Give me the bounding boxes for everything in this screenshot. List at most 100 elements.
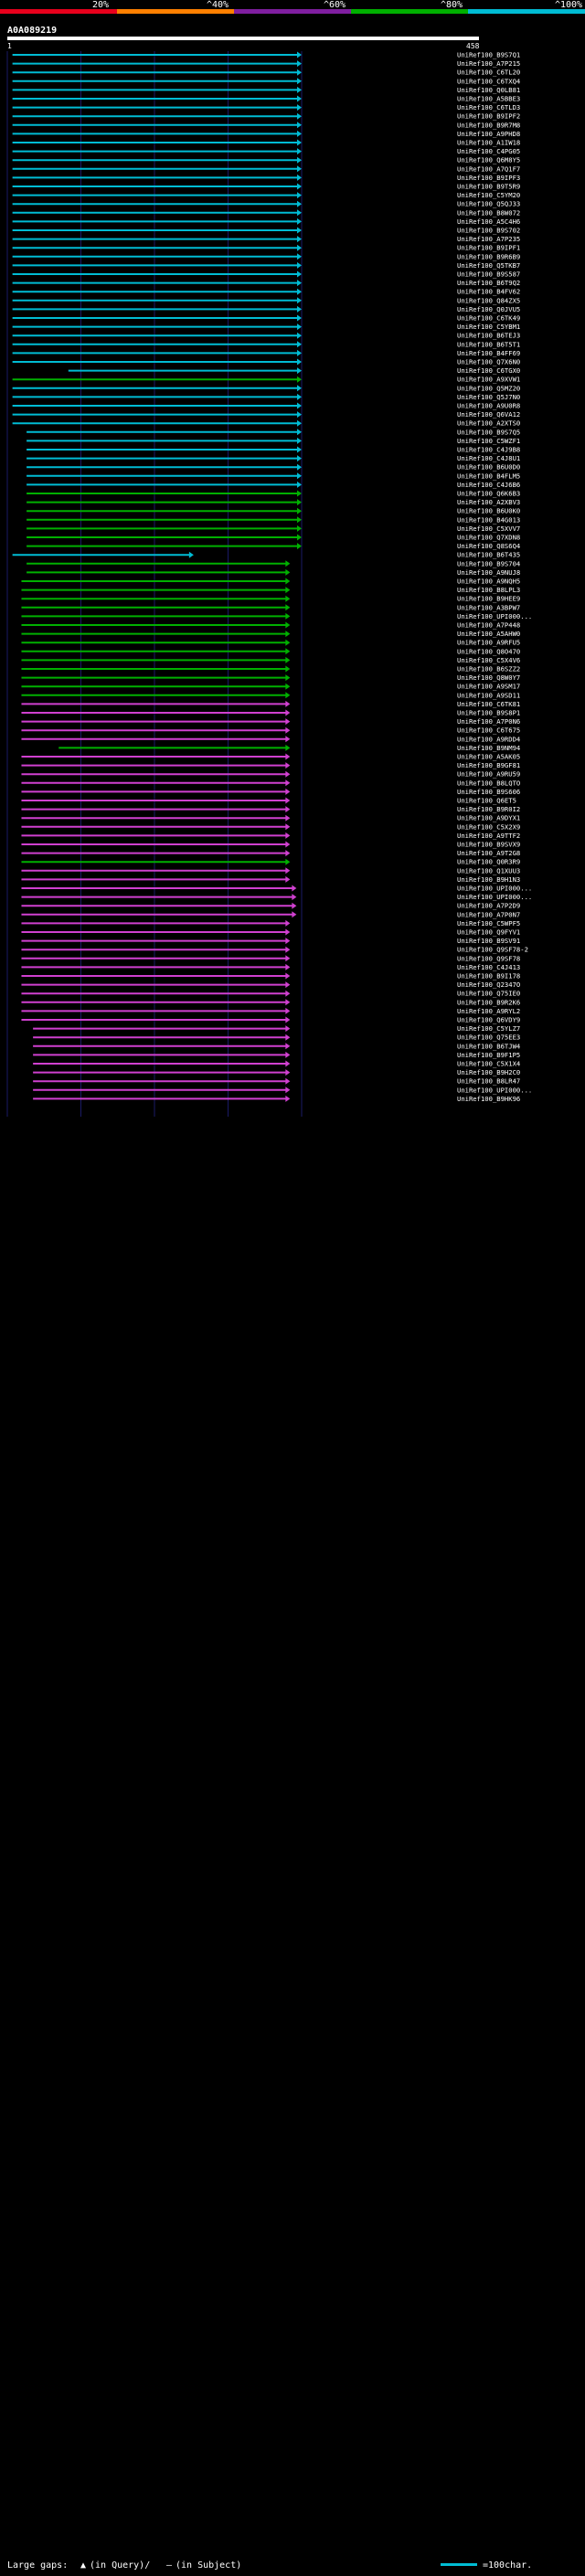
hit-label[interactable]: UniRef100_A5C4H6 — [457, 217, 520, 226]
hit-label[interactable]: UniRef100_A9RDD4 — [457, 735, 520, 743]
hit-label[interactable]: UniRef100_Q8S6Q4 — [457, 542, 520, 550]
hit-label[interactable]: UniRef100_B8LPL3 — [457, 586, 520, 594]
hit-label[interactable]: UniRef100_B6T9Q2 — [457, 279, 520, 287]
hit-label[interactable]: UniRef100_B9T5R9 — [457, 183, 520, 191]
hit-label[interactable]: UniRef100_C6T675 — [457, 726, 520, 735]
hit-label[interactable]: UniRef100_B9NM94 — [457, 744, 520, 752]
hit-label[interactable]: UniRef100_C6TXQ4 — [457, 77, 520, 85]
hit-label[interactable]: UniRef100_B9SV91 — [457, 937, 520, 945]
hit-label[interactable]: UniRef100_B9S702 — [457, 227, 520, 235]
hit-label[interactable]: UniRef100_Q8W0Y7 — [457, 673, 520, 682]
hit-label[interactable]: UniRef100_Q5J7N0 — [457, 393, 520, 401]
hit-label[interactable]: UniRef100_B8LR47 — [457, 1077, 520, 1086]
hit-label[interactable]: UniRef100_Q5TKB7 — [457, 261, 520, 270]
hit-label[interactable]: UniRef100_B4FV62 — [457, 288, 520, 296]
hit-label[interactable]: UniRef100_B6T435 — [457, 551, 520, 559]
hit-label[interactable]: UniRef100_A5AHW0 — [457, 630, 520, 638]
hit-label[interactable]: UniRef100_A7P448 — [457, 621, 520, 630]
hit-label[interactable]: UniRef100_B9S7Q1 — [457, 51, 520, 59]
hit-label[interactable]: UniRef100_C4J6B6 — [457, 481, 520, 489]
hit-label[interactable]: UniRef100_A7Q1F7 — [457, 164, 520, 173]
hit-label[interactable]: UniRef100_C4J8U1 — [457, 454, 520, 462]
hit-label[interactable]: UniRef100_C5YLZ7 — [457, 1024, 520, 1033]
hit-label[interactable]: UniRef100_C5WPF5 — [457, 919, 520, 928]
hit-label[interactable]: UniRef100_B9HK96 — [457, 1095, 520, 1103]
hit-label[interactable]: UniRef100_Q5MZ20 — [457, 384, 520, 392]
hit-label[interactable]: UniRef100_Q9SF78 — [457, 954, 520, 962]
hit-label[interactable]: UniRef100_B6U0K0 — [457, 507, 520, 515]
hit-label[interactable]: UniRef100_B6TJW4 — [457, 1042, 520, 1050]
hit-label[interactable]: UniRef100_A7P2D9 — [457, 902, 520, 910]
hit-label[interactable]: UniRef100_Q75IE0 — [457, 990, 520, 998]
hit-label[interactable]: UniRef100_B9I178 — [457, 972, 520, 981]
hit-label[interactable]: UniRef100_B9GF81 — [457, 761, 520, 769]
hit-label[interactable]: UniRef100_B9S8P1 — [457, 709, 520, 717]
hit-label[interactable]: UniRef100_Q6VDY9 — [457, 1016, 520, 1024]
hit-label[interactable]: UniRef100_A9T2G8 — [457, 849, 520, 857]
hit-label[interactable]: UniRef100_Q2347O — [457, 981, 520, 989]
hit-label[interactable]: UniRef100_A7P0N7 — [457, 910, 520, 918]
hit-label[interactable]: UniRef100_A9NQH5 — [457, 578, 520, 586]
hit-label[interactable]: UniRef100_Q75EE3 — [457, 1034, 520, 1042]
hit-label[interactable]: UniRef100_B4G013 — [457, 515, 520, 524]
hit-label[interactable]: UniRef100_B4FF69 — [457, 349, 520, 357]
hit-label[interactable]: UniRef100_B8W072 — [457, 208, 520, 217]
hit-label[interactable]: UniRef100_B9IPF3 — [457, 174, 520, 182]
hit-label[interactable]: UniRef100_A9PHD8 — [457, 130, 520, 138]
hit-label[interactable]: UniRef100_UPI000... — [457, 893, 532, 901]
hit-label[interactable]: UniRef100_A3BPW7 — [457, 603, 520, 611]
hit-label[interactable]: UniRef100_B6T5T1 — [457, 340, 520, 348]
hit-label[interactable]: UniRef100_C6TL20 — [457, 69, 520, 77]
hit-label[interactable]: UniRef100_C6TLD3 — [457, 103, 520, 111]
hit-label[interactable]: UniRef100_Q6ET5 — [457, 797, 516, 805]
hit-label[interactable]: UniRef100_B9IPF1 — [457, 244, 520, 252]
hit-label[interactable]: UniRef100_Q6M8Y5 — [457, 156, 520, 164]
hit-label[interactable]: UniRef100_C5XVV7 — [457, 525, 520, 533]
hit-label[interactable]: UniRef100_C6TK81 — [457, 700, 520, 708]
hit-label[interactable]: UniRef100_C5YBM1 — [457, 323, 520, 331]
hit-label[interactable]: UniRef100_Q1XUU3 — [457, 866, 520, 875]
hit-label[interactable]: UniRef100_Q8O470 — [457, 647, 520, 655]
hit-label[interactable]: UniRef100_A9RYL2 — [457, 1007, 520, 1015]
hit-label[interactable]: UniRef100_A5AK05 — [457, 753, 520, 761]
hit-label[interactable]: UniRef100_A7P235 — [457, 235, 520, 243]
hit-label[interactable]: UniRef100_A2XBV3 — [457, 498, 520, 506]
hit-label[interactable]: UniRef100_Q0R3R9 — [457, 858, 520, 866]
hit-label[interactable]: UniRef100_B9R7M8 — [457, 121, 520, 129]
hit-label[interactable]: UniRef100_Q9FYV1 — [457, 928, 520, 937]
hit-label[interactable]: UniRef100_A7P215 — [457, 59, 520, 68]
hit-label[interactable]: UniRef100_A9RFU5 — [457, 639, 520, 647]
hit-label[interactable]: UniRef100_B6TEJ3 — [457, 332, 520, 340]
hit-label[interactable]: UniRef100_C4J413 — [457, 963, 520, 971]
hit-label[interactable]: UniRef100_A1IW18 — [457, 139, 520, 147]
hit-label[interactable]: UniRef100_B9R6B9 — [457, 252, 520, 260]
hit-label[interactable]: UniRef100_B9H1N3 — [457, 875, 520, 884]
hit-label[interactable]: UniRef100_A9TTF2 — [457, 832, 520, 840]
hit-label[interactable]: UniRef100_C5YM20 — [457, 191, 520, 199]
hit-label[interactable]: UniRef100_B9R2K6 — [457, 998, 520, 1006]
hit-label[interactable]: UniRef100_C6TK49 — [457, 314, 520, 323]
hit-label[interactable]: UniRef100_C5X1X4 — [457, 1060, 520, 1068]
hit-label[interactable]: UniRef100_A5BBE3 — [457, 95, 520, 103]
hit-label[interactable]: UniRef100_B6SZZ2 — [457, 665, 520, 673]
hit-label[interactable]: UniRef100_Q6K6B3 — [457, 490, 520, 498]
hit-label[interactable]: UniRef100_Q0LB81 — [457, 86, 520, 94]
hit-label[interactable]: UniRef100_Q7X6N0 — [457, 358, 520, 366]
hit-label[interactable]: UniRef100_A7P0N6 — [457, 717, 520, 726]
hit-label[interactable]: UniRef100_UPI000... — [457, 612, 532, 620]
hit-label[interactable]: UniRef100_C5X2X9 — [457, 822, 520, 831]
hit-label[interactable]: UniRef100_A2XTS0 — [457, 419, 520, 428]
hit-label[interactable]: UniRef100_Q0JVU5 — [457, 305, 520, 313]
hit-label[interactable]: UniRef100_C5WZF1 — [457, 437, 520, 445]
hit-label[interactable]: UniRef100_A9NUJ8 — [457, 568, 520, 577]
hit-label[interactable]: UniRef100_A9XVW1 — [457, 376, 520, 384]
hit-label[interactable]: UniRef100_B9HEE9 — [457, 595, 520, 603]
hit-label[interactable]: UniRef100_B9SVX9 — [457, 841, 520, 849]
hit-label[interactable]: UniRef100_C4J9B8 — [457, 446, 520, 454]
hit-label[interactable]: UniRef100_C5X4V6 — [457, 656, 520, 664]
hit-label[interactable]: UniRef100_UPI000... — [457, 885, 532, 893]
hit-label[interactable]: UniRef100_C6TGX0 — [457, 366, 520, 375]
hit-label[interactable]: UniRef100_B4FLM5 — [457, 472, 520, 480]
hit-label[interactable]: UniRef100_B9F1P5 — [457, 1051, 520, 1059]
hit-label[interactable]: UniRef100_A9SD11 — [457, 691, 520, 699]
